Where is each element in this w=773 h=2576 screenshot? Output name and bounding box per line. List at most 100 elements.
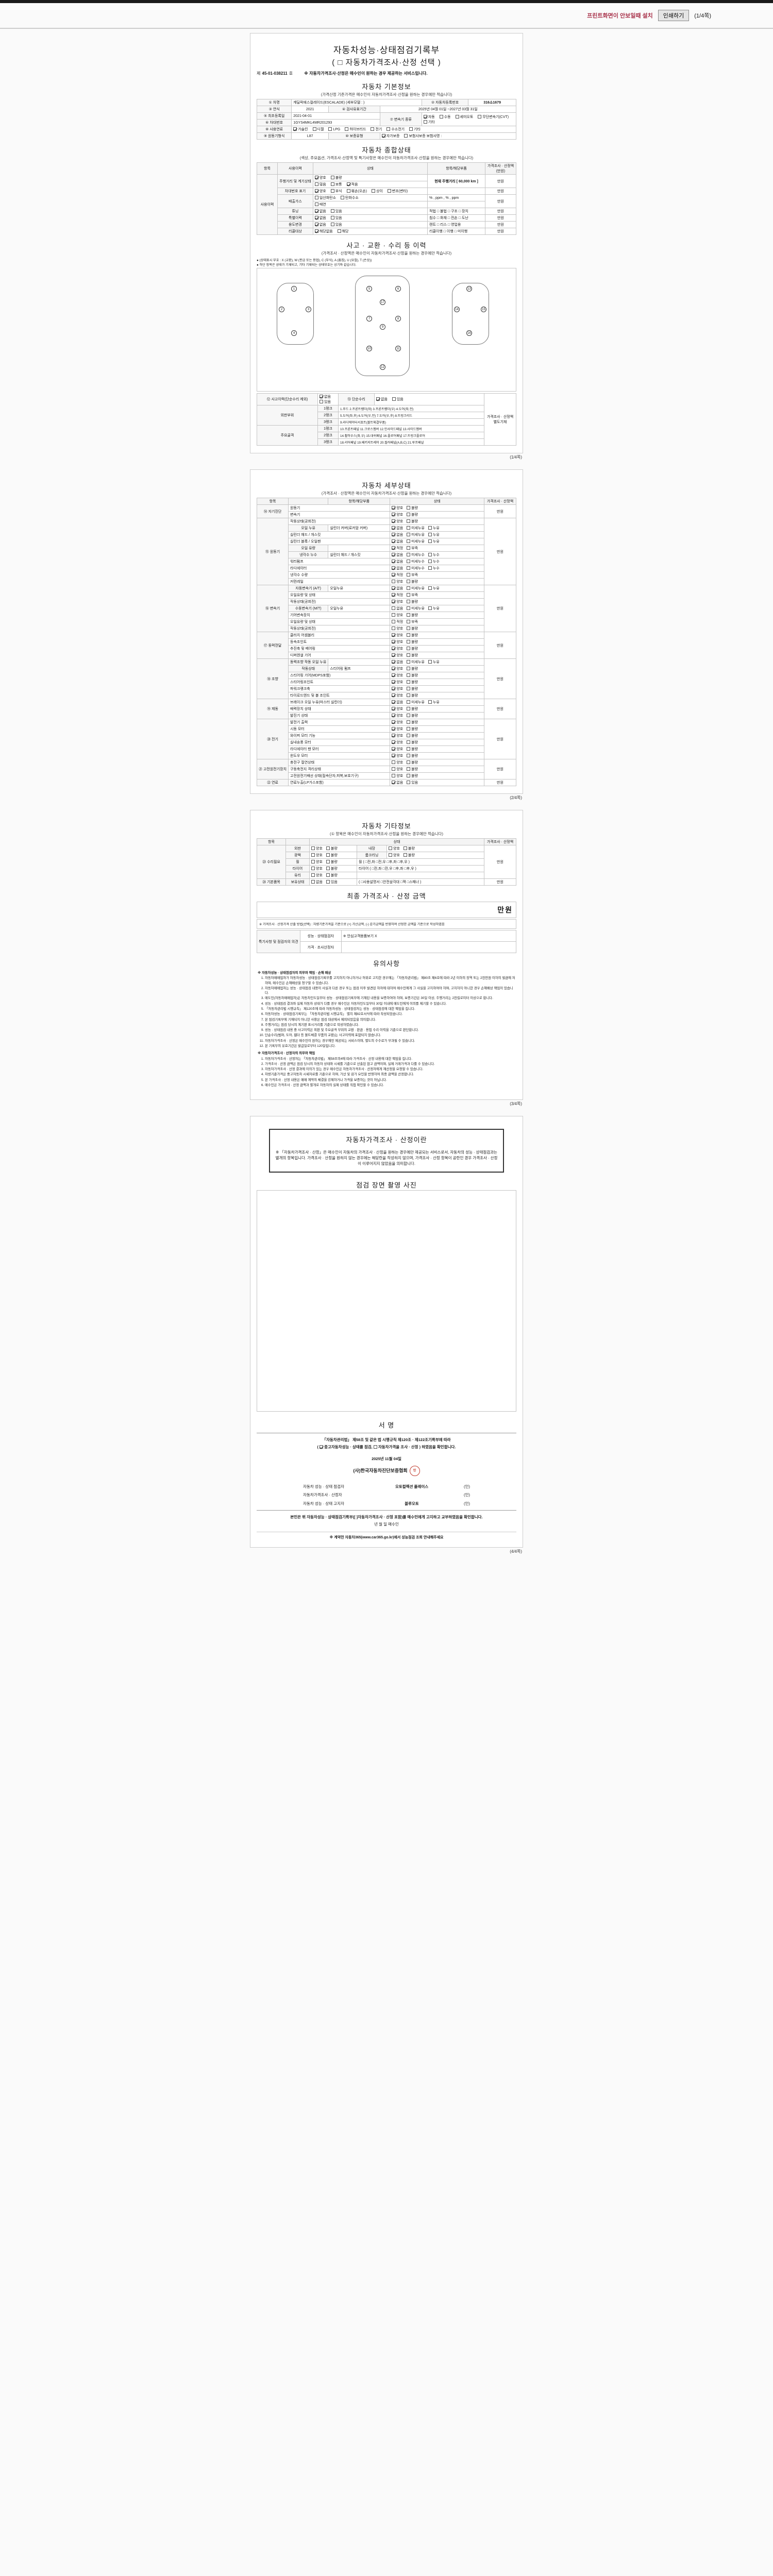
checkbox-icon[interactable]: [392, 600, 396, 603]
state-option[interactable]: 누유: [428, 606, 440, 611]
checkbox-icon[interactable]: [407, 680, 411, 684]
checkbox-icon[interactable]: [407, 566, 411, 570]
state-option[interactable]: 부족: [407, 546, 418, 551]
checkbox-icon[interactable]: [392, 397, 396, 401]
state-option[interactable]: 불량: [326, 859, 338, 865]
checkbox-icon[interactable]: [428, 566, 432, 570]
state-option[interactable]: 미세누유: [407, 659, 425, 665]
state-option[interactable]: 양호: [392, 720, 403, 725]
state-option[interactable]: 불량: [326, 846, 338, 851]
checkbox-icon[interactable]: [392, 774, 396, 777]
opt-modified[interactable]: 변조(변타): [387, 189, 408, 194]
checkbox-icon[interactable]: [328, 127, 332, 131]
checkbox-icon[interactable]: [428, 606, 432, 610]
state-option[interactable]: 불량: [326, 853, 338, 858]
checkbox-icon[interactable]: [428, 586, 432, 590]
state-option[interactable]: 불량: [407, 512, 418, 517]
opt-exists[interactable]: 있음: [330, 209, 342, 214]
checkbox-icon[interactable]: [381, 134, 385, 138]
checkbox-icon[interactable]: [423, 120, 427, 124]
state-option[interactable]: 불량: [403, 853, 415, 858]
diagram-marker[interactable]: 8: [395, 316, 401, 321]
checkbox-icon[interactable]: [407, 620, 411, 623]
diagram-marker[interactable]: 3: [306, 307, 311, 312]
diagram-marker[interactable]: 5: [366, 286, 372, 292]
state-option[interactable]: 적정: [392, 619, 403, 624]
state-option[interactable]: 불량: [407, 505, 418, 511]
opt-none[interactable]: 없음: [314, 215, 326, 221]
checkbox-icon[interactable]: [392, 539, 396, 543]
checkbox-icon[interactable]: [392, 667, 396, 670]
checkbox-icon[interactable]: [392, 700, 396, 704]
state-option[interactable]: 있음: [326, 879, 338, 885]
checkbox-icon[interactable]: [392, 760, 396, 764]
checkbox-icon[interactable]: [403, 853, 407, 857]
checkbox-icon[interactable]: [346, 182, 350, 186]
checkbox-icon[interactable]: [392, 586, 396, 590]
checkbox-icon[interactable]: [407, 714, 411, 717]
checkbox-icon[interactable]: [311, 880, 315, 884]
state-option[interactable]: 불량: [407, 747, 418, 752]
checkbox-icon[interactable]: [293, 127, 297, 131]
state-option[interactable]: 양호: [392, 646, 403, 651]
fuel-option-diesel[interactable]: 디젤: [312, 127, 324, 132]
state-option[interactable]: 양호: [392, 686, 403, 691]
checkbox-icon[interactable]: [392, 714, 396, 717]
checkbox-icon[interactable]: [407, 600, 411, 603]
checkbox-icon[interactable]: [407, 580, 411, 583]
state-option[interactable]: 양호: [392, 599, 403, 604]
checkbox-icon[interactable]: [392, 519, 396, 523]
diagram-marker[interactable]: 14: [454, 307, 460, 312]
checkbox-icon[interactable]: [314, 223, 318, 226]
checkbox-icon[interactable]: [311, 873, 315, 877]
state-option[interactable]: 양호: [392, 666, 403, 671]
checkbox-icon[interactable]: [392, 606, 396, 610]
checkbox-icon[interactable]: [326, 873, 330, 877]
checkbox-icon[interactable]: [407, 573, 411, 577]
state-option[interactable]: 양호: [392, 680, 403, 685]
state-option[interactable]: 누유: [428, 539, 440, 544]
state-option[interactable]: 양호: [392, 760, 403, 765]
checkbox-icon[interactable]: [392, 781, 396, 784]
diagram-marker[interactable]: 15: [481, 307, 486, 312]
state-option[interactable]: 양호: [311, 859, 323, 865]
opt-not-applicable[interactable]: 해당없음: [314, 229, 333, 234]
fuel-option-gasoline[interactable]: 가솔린: [293, 127, 308, 132]
checkbox-icon[interactable]: [407, 593, 411, 597]
checkbox-icon[interactable]: [392, 647, 396, 650]
opt-exists[interactable]: 있음: [320, 399, 331, 404]
state-option[interactable]: 불량: [407, 579, 418, 584]
checkbox-icon[interactable]: [407, 653, 411, 657]
state-option[interactable]: 없음: [392, 586, 403, 591]
state-option[interactable]: 양호: [392, 653, 403, 658]
checkbox-icon[interactable]: [371, 189, 375, 193]
state-option[interactable]: 미세누수: [407, 566, 425, 571]
checkbox-icon[interactable]: [392, 767, 396, 771]
checkbox-icon[interactable]: [403, 846, 407, 850]
checkbox-icon[interactable]: [407, 774, 411, 777]
checkbox-icon[interactable]: [392, 620, 396, 623]
checkbox-icon[interactable]: [407, 586, 411, 590]
checkbox-icon[interactable]: [345, 127, 349, 131]
state-option[interactable]: 양호: [392, 626, 403, 631]
opt-co[interactable]: 일산화탄소: [314, 195, 336, 200]
checkbox-icon[interactable]: [314, 202, 318, 206]
state-option[interactable]: 불량: [407, 773, 418, 778]
state-option[interactable]: 미세누수: [407, 559, 425, 564]
checkbox-icon[interactable]: [392, 513, 396, 516]
state-option[interactable]: 없음: [311, 879, 323, 885]
fuel-option-hydrogen[interactable]: 수소전기: [386, 127, 405, 132]
state-option[interactable]: 누유: [428, 586, 440, 591]
state-option[interactable]: 불량: [407, 760, 418, 765]
state-option[interactable]: 양호: [311, 866, 323, 871]
opt-none[interactable]: 없음: [320, 394, 331, 399]
checkbox-icon[interactable]: [407, 506, 411, 510]
state-option[interactable]: 불량: [407, 666, 418, 671]
diagram-marker[interactable]: 11: [395, 346, 401, 351]
state-option[interactable]: 부족: [407, 619, 418, 624]
diagram-marker[interactable]: 9: [380, 324, 385, 330]
opt-exists[interactable]: 있음: [330, 215, 342, 221]
checkbox-icon[interactable]: [326, 846, 330, 850]
state-option[interactable]: 미세누유: [407, 700, 425, 705]
state-option[interactable]: 양호: [392, 673, 403, 678]
